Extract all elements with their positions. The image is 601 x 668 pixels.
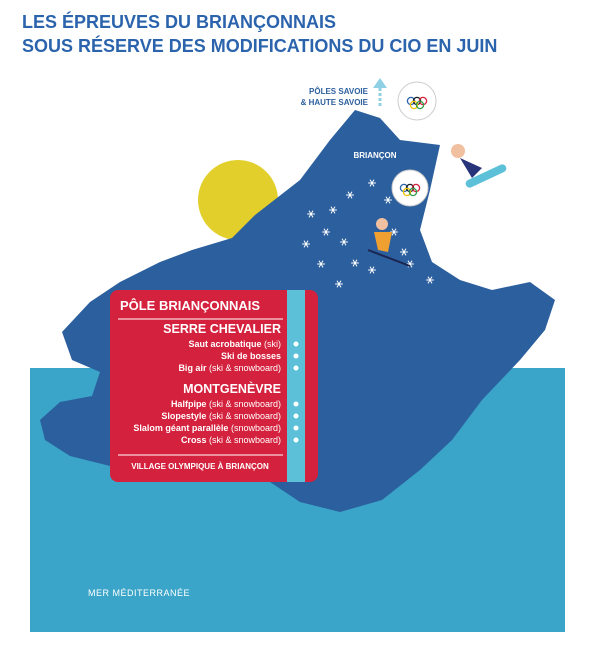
event: Big air (ski & snowboard) xyxy=(178,363,281,373)
sport-icon xyxy=(293,401,299,407)
event-name: Cross xyxy=(181,435,207,445)
event: Saut acrobatique (ski) xyxy=(188,339,281,349)
event: Ski de bosses xyxy=(221,351,281,361)
panel-footer: VILLAGE OLYMPIQUE À BRIANÇON xyxy=(131,462,269,471)
event-detail: (snowboard) xyxy=(231,423,281,433)
event: Cross (ski & snowboard) xyxy=(181,435,281,445)
title-line: SOUS RÉSERVE DES MODIFICATIONS DU CIO EN… xyxy=(22,35,497,56)
snowboarder xyxy=(451,144,507,188)
event-name: Big air xyxy=(178,363,207,373)
poles-label: & HAUTE SAVOIE xyxy=(301,98,369,107)
sport-icon xyxy=(293,353,299,359)
sport-icon xyxy=(293,425,299,431)
event: Slopestyle (ski & snowboard) xyxy=(161,411,281,421)
event: Halfpipe (ski & snowboard) xyxy=(171,399,281,409)
poles-label: PÔLES SAVOIE xyxy=(309,87,369,96)
event-detail: (ski) xyxy=(264,339,281,349)
sport-icon xyxy=(293,437,299,443)
sport-icon xyxy=(293,365,299,371)
site-name: SERRE CHEVALIER xyxy=(163,322,281,336)
panel-strip xyxy=(287,290,305,482)
event-detail: (ski & snowboard) xyxy=(209,399,281,409)
olympic-badge xyxy=(391,81,437,207)
panel-title: PÔLE BRIANÇONNAIS xyxy=(120,298,260,313)
arrow-head xyxy=(373,78,387,88)
panel xyxy=(110,290,318,482)
event-name: Halfpipe xyxy=(171,399,207,409)
event-detail: (ski & snowboard) xyxy=(209,435,281,445)
sea-label: MER MÉDITERRANÉE xyxy=(88,588,190,598)
event-name: Slalom géant parallèle xyxy=(133,423,228,433)
skier xyxy=(367,218,411,267)
event-detail: (ski & snowboard) xyxy=(209,411,281,421)
sport-icon xyxy=(293,413,299,419)
sport-icon xyxy=(293,341,299,347)
title-line: LES ÉPREUVES DU BRIANÇONNAIS xyxy=(22,11,336,32)
event: Slalom géant parallèle (snowboard) xyxy=(133,423,281,433)
site-name: MONTGENÈVRE xyxy=(183,381,281,396)
city-label: BRIANÇON xyxy=(353,151,396,160)
event-name: Ski de bosses xyxy=(221,351,281,361)
event-name: Saut acrobatique xyxy=(188,339,261,349)
event-detail: (ski & snowboard) xyxy=(209,363,281,373)
event-name: Slopestyle xyxy=(161,411,206,421)
